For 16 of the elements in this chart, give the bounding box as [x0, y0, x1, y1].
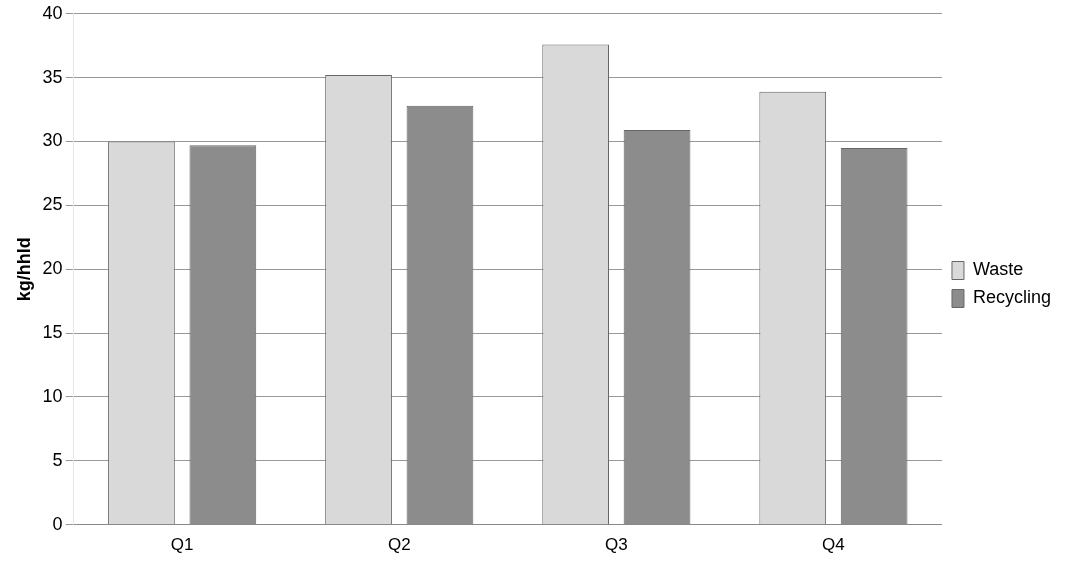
- legend-label: Recycling: [972, 287, 1051, 308]
- y-tick-label: 10: [42, 385, 63, 406]
- y-tick-label: 15: [42, 322, 63, 343]
- y-tick-label: 30: [42, 130, 63, 151]
- legend-label: Waste: [972, 259, 1024, 280]
- x-tick-label: Q3: [605, 535, 628, 555]
- x-tick-label: Q1: [170, 535, 194, 555]
- y-tick-label: 25: [42, 194, 63, 215]
- y-tick-label: 20: [42, 258, 63, 279]
- y-tick-label: 40: [42, 2, 63, 23]
- x-tick-label: Q4: [822, 535, 845, 555]
- y-tick-label: 35: [42, 66, 63, 87]
- y-tick-label: 5: [52, 449, 63, 470]
- x-tick-label: Q2: [387, 535, 411, 555]
- y-tick-label: 0: [52, 513, 63, 534]
- y-axis-title: kg/hhld: [13, 237, 34, 302]
